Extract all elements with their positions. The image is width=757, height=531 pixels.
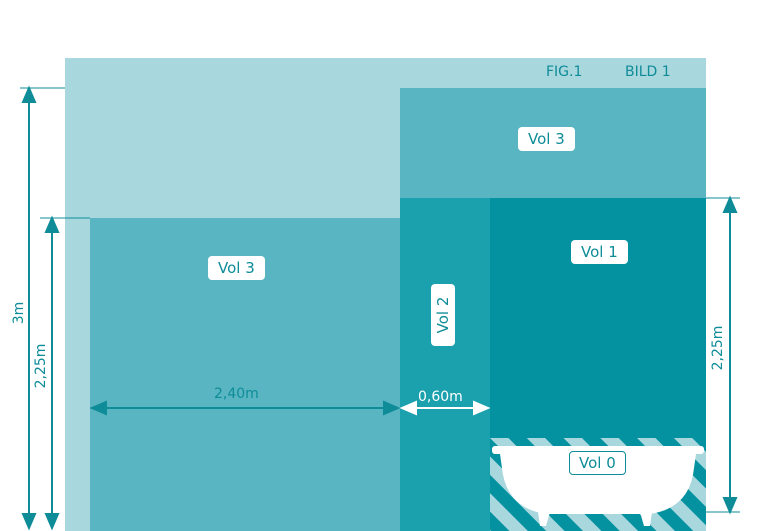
bathtub-icon xyxy=(492,446,704,526)
vol1-zone xyxy=(490,198,706,438)
dimension-left-height: 2,25m xyxy=(33,343,49,389)
figure-number: FIG.1 xyxy=(546,64,583,80)
left-strip-zone xyxy=(65,218,90,531)
dimension-right-height: 2,25m xyxy=(710,325,726,371)
upper-left-zone xyxy=(65,88,400,218)
vol3-left-label: Vol 3 xyxy=(208,256,265,280)
vol0-label: Vol 0 xyxy=(569,451,626,475)
dimension-width-vol2: 0,60m xyxy=(418,389,463,405)
dimension-total-height: 3m xyxy=(11,301,27,325)
dimension-width-vol3: 2,40m xyxy=(214,386,259,402)
bild-number: BILD 1 xyxy=(625,64,671,80)
header-band xyxy=(65,58,706,88)
vol2-zone xyxy=(400,198,490,531)
vol3-upper-label: Vol 3 xyxy=(518,127,575,151)
vol0-zone xyxy=(490,438,706,531)
vol1-label: Vol 1 xyxy=(571,240,628,264)
